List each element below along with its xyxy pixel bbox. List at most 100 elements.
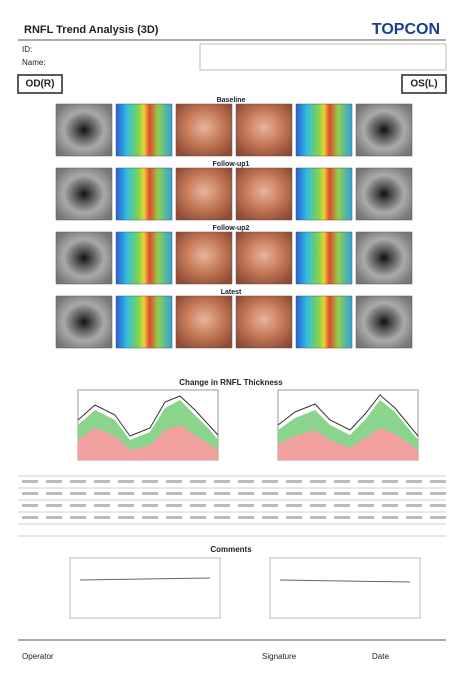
table-cell-text: [406, 504, 422, 507]
fundus-image: [176, 168, 232, 220]
table-cell-text: [382, 492, 398, 495]
table-cell-text: [166, 480, 182, 483]
disc-image: [56, 296, 112, 348]
table-cell-text: [94, 516, 110, 519]
brand: TOPCON: [372, 21, 440, 38]
table-cell-text: [214, 492, 230, 495]
row-label: Baseline: [217, 97, 246, 104]
fundus-image: [176, 232, 232, 284]
table-cell-text: [430, 480, 446, 483]
date-label: Date: [372, 652, 389, 661]
od-label: OD(R): [26, 79, 55, 90]
table-cell-text: [310, 516, 326, 519]
table-cell-text: [70, 504, 86, 507]
table-cell-text: [262, 492, 278, 495]
operator-label: Operator: [22, 652, 54, 661]
table-cell-text: [334, 516, 350, 519]
table-cell-text: [166, 516, 182, 519]
table-cell-text: [430, 492, 446, 495]
table-cell-text: [430, 516, 446, 519]
table-cell-text: [118, 492, 134, 495]
table-cell-text: [238, 492, 254, 495]
table-cell-text: [166, 492, 182, 495]
table-cell-text: [94, 504, 110, 507]
table-cell-text: [286, 504, 302, 507]
table-cell-text: [166, 504, 182, 507]
table-cell-text: [358, 516, 374, 519]
table-cell-text: [118, 516, 134, 519]
table-cell-text: [22, 504, 38, 507]
table-cell-text: [70, 492, 86, 495]
table-cell-text: [46, 504, 62, 507]
table-cell-text: [70, 480, 86, 483]
thickness-map: [296, 296, 352, 348]
fundus-image: [176, 296, 232, 348]
thickness-map: [296, 168, 352, 220]
table-cell-text: [262, 504, 278, 507]
table-cell-text: [142, 516, 158, 519]
report-title: RNFL Trend Analysis (3D): [24, 24, 159, 36]
disc-image: [56, 104, 112, 156]
table-cell-text: [46, 480, 62, 483]
table-cell-text: [214, 504, 230, 507]
table-cell-text: [142, 492, 158, 495]
fundus-image: [236, 232, 292, 284]
row-label: Latest: [221, 289, 242, 296]
table-cell-text: [46, 492, 62, 495]
fundus-image: [236, 104, 292, 156]
disc-image: [356, 168, 412, 220]
table-cell-text: [214, 516, 230, 519]
row-label: Follow-up1: [213, 161, 250, 168]
os-label: OS(L): [410, 79, 437, 90]
table-cell-text: [382, 480, 398, 483]
table-cell-text: [94, 480, 110, 483]
table-cell-text: [22, 516, 38, 519]
table-cell-text: [238, 516, 254, 519]
table-cell-text: [118, 480, 134, 483]
table-cell-text: [262, 480, 278, 483]
table-cell-text: [334, 492, 350, 495]
table-cell-text: [358, 504, 374, 507]
thickness-map: [296, 232, 352, 284]
disc-image: [56, 232, 112, 284]
table-cell-text: [334, 504, 350, 507]
table-cell-text: [238, 504, 254, 507]
table-cell-text: [310, 492, 326, 495]
fundus-image: [236, 296, 292, 348]
table-cell-text: [406, 480, 422, 483]
table-cell-text: [190, 480, 206, 483]
table-cell-text: [286, 516, 302, 519]
table-cell-text: [406, 516, 422, 519]
table-cell-text: [262, 516, 278, 519]
table-cell-text: [382, 504, 398, 507]
table-cell-text: [238, 480, 254, 483]
table-cell-text: [430, 504, 446, 507]
table-cell-text: [358, 480, 374, 483]
thickness-map: [296, 104, 352, 156]
table-cell-text: [190, 516, 206, 519]
thickness-map: [116, 232, 172, 284]
comments-title: Comments: [210, 545, 252, 554]
table-cell-text: [142, 504, 158, 507]
thickness-map: [116, 168, 172, 220]
signature-label: Signature: [262, 652, 297, 661]
table-cell-text: [22, 492, 38, 495]
table-cell-text: [46, 516, 62, 519]
thickness-map: [116, 296, 172, 348]
table-cell-text: [142, 480, 158, 483]
table-cell-text: [310, 504, 326, 507]
table-cell-text: [286, 492, 302, 495]
table-cell-text: [286, 480, 302, 483]
table-cell-text: [214, 480, 230, 483]
disc-image: [56, 168, 112, 220]
fundus-image: [236, 168, 292, 220]
name-label: Name:: [22, 58, 46, 67]
report-page: RNFL Trend Analysis (3D) TOPCON ID: Name…: [0, 0, 462, 682]
table-cell-text: [190, 504, 206, 507]
table-cell-text: [310, 480, 326, 483]
row-label: Follow-up2: [213, 225, 250, 232]
id-label: ID:: [22, 45, 32, 54]
table-cell-text: [382, 516, 398, 519]
table-cell-text: [22, 480, 38, 483]
disc-image: [356, 104, 412, 156]
